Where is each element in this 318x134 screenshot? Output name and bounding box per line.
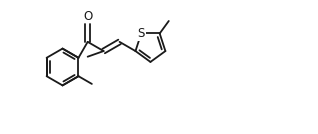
Text: S: S — [137, 27, 145, 40]
Text: O: O — [83, 10, 92, 23]
